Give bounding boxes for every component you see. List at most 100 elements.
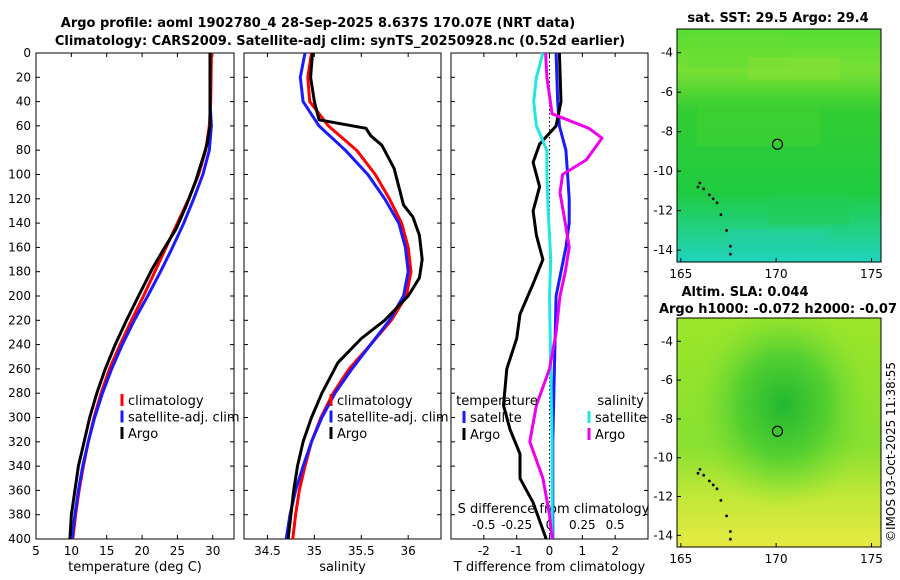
map-x-tick-label: 170: [765, 267, 788, 281]
depth-tick-label: 40: [16, 95, 31, 109]
legend-label-climatology: climatology: [337, 394, 413, 409]
x-tick-label: 5: [32, 544, 40, 558]
map-y-tick-label: -8: [661, 125, 673, 139]
depth-tick-label: 0: [23, 46, 31, 60]
argo-position-marker: [771, 425, 784, 437]
depth-tick-label: 60: [16, 119, 31, 133]
island-dot: [711, 197, 715, 201]
island-dot: [696, 185, 700, 189]
series-argo: [68, 53, 212, 540]
sla-map-panel: Altim. SLA: 0.044 Argo h1000: -0.072 h200…: [653, 285, 897, 566]
salinity-panel: 34.5 35 35.5 36 salinity climatology satellite…: [243, 52, 449, 575]
x-tick-label: 34.5: [254, 544, 281, 558]
map-title: Altim. SLA: 0.044: [682, 285, 809, 300]
map-title: sat. SST: 29.5 Argo: 29.4: [687, 11, 868, 26]
depth-tick-label: 80: [16, 143, 31, 157]
depth-tick-label: 360: [8, 483, 31, 497]
x-axis-label: salinity: [319, 560, 366, 575]
x-tick-label: 35: [307, 544, 322, 558]
s-tick-label: 0.25: [569, 518, 596, 532]
depth-tick-label: 380: [8, 508, 31, 522]
depth-tick-label: 160: [8, 240, 31, 254]
x-tick-label: 20: [134, 544, 149, 558]
map-x-tick-label: 165: [669, 267, 692, 281]
depth-tick-label: 120: [8, 192, 31, 206]
depth-tick-label: 340: [8, 459, 31, 473]
island-dot: [725, 229, 728, 232]
island-dot: [725, 514, 728, 518]
island-dot: [719, 213, 723, 217]
depth-tick-label: 240: [8, 338, 31, 352]
legend-sal-argo: Argo: [595, 428, 625, 443]
plot-frame: [243, 52, 442, 540]
x-axis-label: T difference from climatology: [453, 560, 646, 575]
map-texture: [697, 98, 820, 146]
map-frame: [676, 317, 882, 548]
x-tick-label: 1: [579, 544, 587, 558]
island-dot: [729, 530, 732, 533]
island-dot: [708, 479, 711, 483]
x-tick-label: 15: [99, 544, 114, 558]
island-dot: [729, 244, 732, 248]
title-line2: Climatology: CARS2009. Satellite-adj cli…: [55, 34, 625, 49]
depth-tick-label: 320: [8, 435, 31, 449]
map-frame: [676, 28, 882, 263]
imos-timestamp: ©IMOS 03-Oct-2025 11:38:55: [884, 362, 898, 542]
island-dot: [715, 487, 719, 491]
difference-panel: -2 -1 0 1 2 T difference from climatology -0.5…: [450, 52, 650, 575]
x-tick-label: -1: [511, 544, 523, 558]
map-texture: [768, 196, 851, 225]
x-tick-label: 0: [546, 544, 554, 558]
island-dot: [702, 473, 706, 477]
depth-tick-label: 100: [8, 168, 31, 182]
map-x-tick-label: 170: [765, 552, 788, 566]
map-y-tick-label: -10: [653, 164, 673, 178]
legend-sal-satellite: satellite: [595, 411, 647, 426]
series-satellite-adj-clim: [70, 53, 213, 540]
map-y-tick-label: -10: [653, 451, 673, 465]
legend-label-argo: Argo: [128, 427, 158, 442]
x-tick-label: -2: [478, 544, 490, 558]
series-t-argo: [502, 52, 563, 540]
map-y-tick-label: -14: [653, 243, 673, 257]
legend-label-argo: Argo: [337, 427, 367, 442]
argo-position-marker: [771, 138, 784, 150]
legend-temp-header: temperature: [456, 394, 538, 409]
map-x-tick-label: 165: [669, 552, 692, 566]
legend-temp-argo: Argo: [470, 428, 500, 443]
depth-tick-label: 140: [8, 216, 31, 230]
map-y-tick-label: -6: [661, 373, 673, 387]
depth-tick-label: 20: [16, 70, 31, 84]
island-dot: [729, 252, 732, 256]
map-texture: [728, 229, 830, 253]
plot-frame: [35, 52, 235, 540]
island-dot: [698, 181, 702, 185]
map-y-tick-label: -12: [653, 490, 673, 504]
depth-tick-label: 280: [8, 386, 31, 400]
temperature-panel: 0 20 40 60 80 100 120 140 160 180 200 220 240 260 280 3…: [8, 46, 240, 575]
x-tick-label: 10: [64, 544, 79, 558]
depth-tick-label: 220: [8, 313, 31, 327]
x-tick-label: 2: [611, 544, 619, 558]
depth-tick-label: 400: [8, 532, 31, 546]
map-y-tick-label: -8: [661, 412, 673, 426]
island-dot: [696, 471, 700, 475]
legend-label-satellite: satellite-adj. clim: [337, 411, 449, 426]
series-argo: [286, 52, 424, 540]
series-satellite-adj-clim: [284, 52, 410, 540]
island-dot: [702, 187, 706, 191]
map-texture: [748, 56, 841, 81]
island-dot: [719, 499, 723, 502]
map-texture: [677, 318, 881, 547]
map-x-tick-label: 175: [860, 267, 883, 281]
map-subtitle: Argo h1000: -0.072 h2000: -0.07: [659, 302, 897, 317]
island-dot: [711, 483, 715, 487]
sst-map-panel: sat. SST: 29.5 Argo: 29.4 165 170 175 -4 -6 -8…: [653, 11, 883, 281]
x-axis-label: temperature (deg C): [68, 560, 202, 575]
island-dot: [729, 537, 732, 541]
depth-tick-label: 300: [8, 411, 31, 425]
map-y-tick-label: -6: [661, 85, 673, 99]
x-tick-label: 35.5: [348, 544, 375, 558]
island-dot: [708, 193, 711, 197]
